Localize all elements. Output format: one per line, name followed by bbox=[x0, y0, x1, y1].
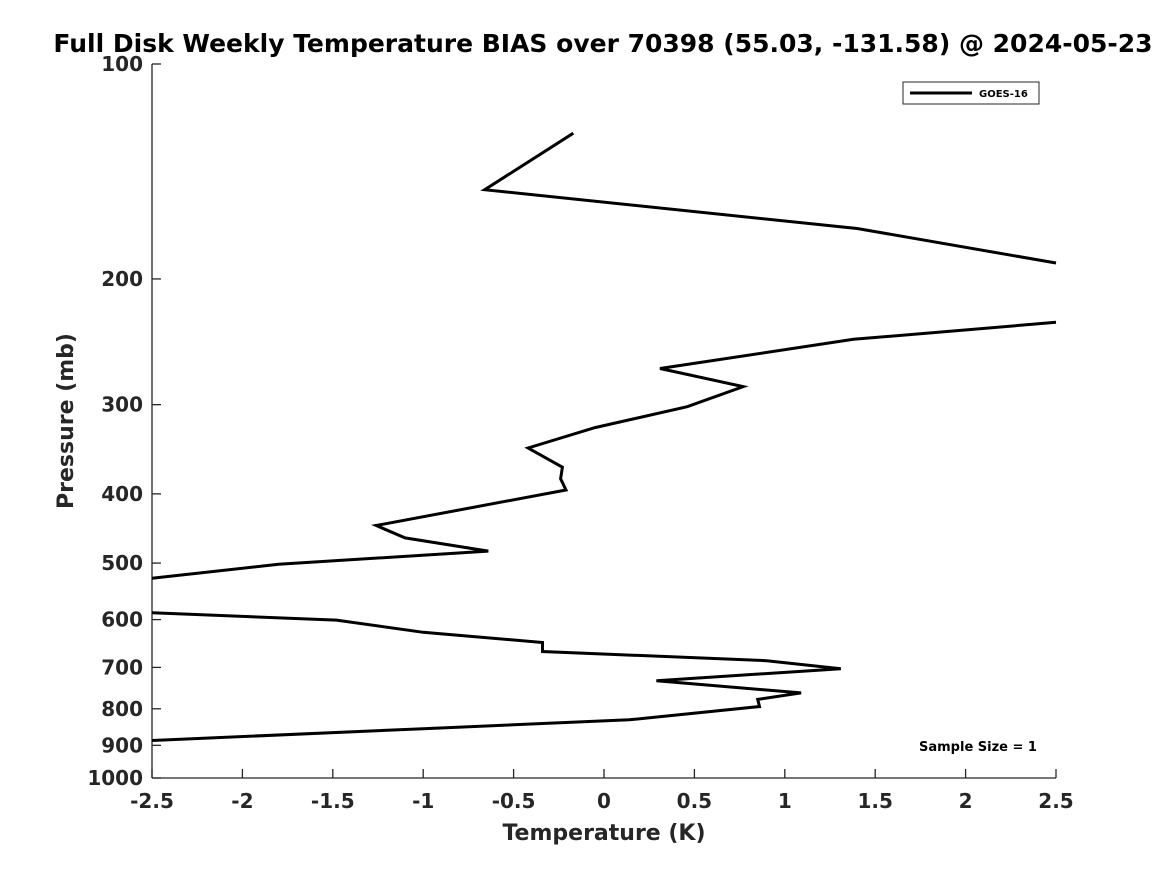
y-tick-label: 500 bbox=[101, 551, 143, 575]
x-axis-label: Temperature (K) bbox=[502, 821, 705, 846]
x-tick-label: -2 bbox=[231, 789, 253, 813]
legend-label: GOES-16 bbox=[979, 89, 1028, 100]
x-tick-label: 2.5 bbox=[1038, 789, 1073, 813]
y-tick-label: 800 bbox=[101, 697, 143, 721]
series-group bbox=[151, 131, 1057, 742]
series-line-goes-16 bbox=[151, 611, 841, 742]
chart-title: Full Disk Weekly Temperature BIAS over 7… bbox=[53, 29, 1152, 58]
y-tick-label: 1000 bbox=[87, 766, 143, 790]
y-tick-label: 400 bbox=[101, 482, 143, 506]
series-line-goes-16 bbox=[480, 131, 1057, 265]
x-axis-ticks: -2.5 -2 -1.5 -1 -0.5 0 0.5 1 1.5 2 2.5 bbox=[130, 769, 1074, 813]
y-tick-label: 600 bbox=[101, 608, 143, 632]
y-tick-label: 900 bbox=[101, 733, 143, 757]
y-axis-ticks: 100 200 300 400 500 600 700 800 900 1000 bbox=[87, 52, 161, 790]
legend: GOES-16 bbox=[902, 81, 1040, 105]
x-tick-label: -0.5 bbox=[492, 789, 536, 813]
x-tick-label: 2 bbox=[959, 789, 973, 813]
x-tick-label: 0 bbox=[597, 789, 611, 813]
y-tick-label: 100 bbox=[101, 52, 143, 76]
y-tick-label: 300 bbox=[101, 393, 143, 417]
y-axis-label: Pressure (mb) bbox=[54, 333, 79, 509]
sample-size-annotation: Sample Size = 1 bbox=[919, 740, 1037, 755]
x-tick-label: -2.5 bbox=[130, 789, 174, 813]
x-tick-label: -1.5 bbox=[311, 789, 355, 813]
x-tick-label: 1.5 bbox=[857, 789, 892, 813]
y-tick-label: 200 bbox=[101, 267, 143, 291]
series-line-goes-16 bbox=[151, 320, 1057, 580]
x-tick-label: 1 bbox=[778, 789, 792, 813]
y-tick-label: 700 bbox=[101, 655, 143, 679]
x-tick-label: -1 bbox=[412, 789, 434, 813]
x-tick-label: 0.5 bbox=[677, 789, 712, 813]
